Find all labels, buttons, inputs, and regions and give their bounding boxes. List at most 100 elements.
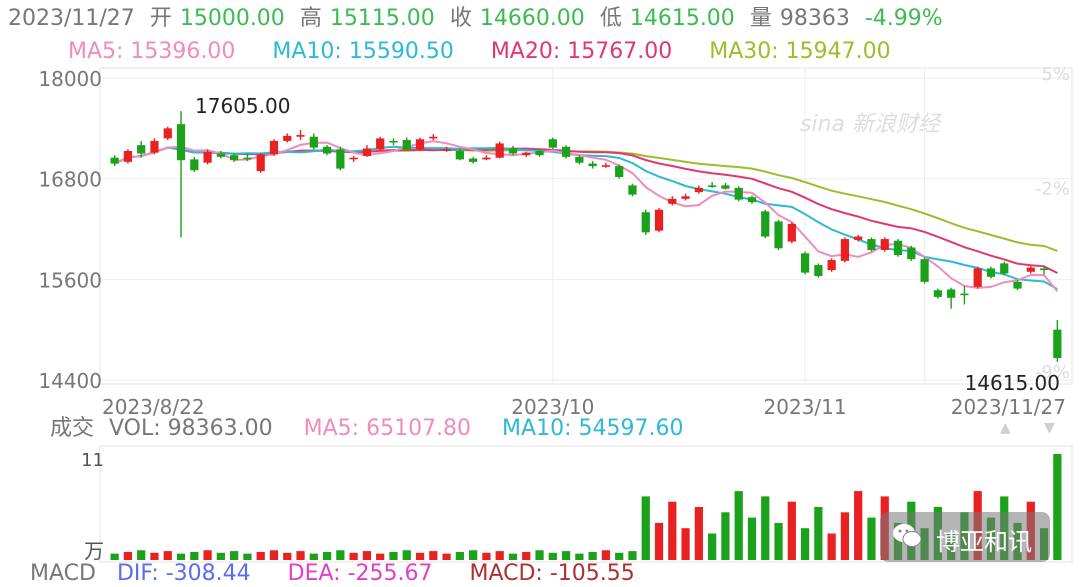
volume-bar <box>774 522 783 560</box>
change-percent: -4.99% <box>864 6 943 31</box>
candle-body <box>628 185 637 195</box>
candle-body <box>986 268 996 277</box>
candle-body <box>309 136 318 148</box>
volume-bar <box>535 550 544 560</box>
candle-body <box>123 150 133 162</box>
date-label: 2023/11/27 <box>8 6 135 31</box>
volume-bar <box>203 550 212 560</box>
volume-bar <box>429 551 438 560</box>
macd-section-label: MACD <box>30 561 96 586</box>
candle-body <box>787 223 796 242</box>
volume-bar <box>283 552 292 560</box>
pct-tick-label: 5% <box>1041 64 1070 85</box>
candle-body <box>216 153 225 157</box>
volume-bar <box>867 517 876 560</box>
scroll-down-icon[interactable]: ▼ <box>1044 420 1055 436</box>
volume-bar <box>336 550 345 560</box>
volume-bar <box>814 507 823 560</box>
candle-body <box>973 268 982 287</box>
volume-bar <box>455 551 464 560</box>
candle-body <box>920 259 929 282</box>
candle-body <box>349 157 358 160</box>
candle-body <box>880 239 889 250</box>
x-tick-label: 2023/8/22 <box>102 395 205 419</box>
volume-bar <box>176 553 186 560</box>
volume-bar <box>601 550 611 560</box>
candle-body <box>893 240 903 256</box>
wechat-badge-text: 博亚和讯 <box>936 528 1032 556</box>
volume-bar <box>150 552 159 560</box>
candle-body <box>522 152 531 156</box>
volume-bar <box>163 551 172 560</box>
candle-body <box>508 148 518 154</box>
candle-body <box>176 124 186 161</box>
volume-bar <box>376 553 385 560</box>
macd-header: MACD DIF: -308.44 DEA: -255.67 MACD: -10… <box>30 561 643 587</box>
volume-bar <box>734 491 743 560</box>
x-tick-label: 2023/11 <box>764 395 847 419</box>
y-tick-label: 15600 <box>38 268 102 292</box>
candle-body <box>190 159 199 171</box>
price-panel-frame <box>99 67 1073 385</box>
candle-body <box>469 158 478 162</box>
volume-bar <box>694 507 703 560</box>
candle-body <box>641 212 650 233</box>
candle-body <box>615 166 624 177</box>
ma-legend: MA5: 15396.00 MA10: 15590.50 MA20: 15767… <box>68 39 899 65</box>
volume-bar <box>256 551 265 560</box>
low-label: 低 <box>599 6 622 31</box>
sina-watermark: sina 新浪财经 <box>800 112 940 137</box>
candle-body <box>482 157 491 160</box>
candle-body <box>495 143 504 158</box>
candle-body <box>814 265 823 276</box>
volume-max-label: 11 <box>81 450 104 471</box>
volume-bar <box>668 501 677 560</box>
ma20-legend: MA20: 15767.00 <box>490 39 673 64</box>
candle-body <box>800 253 810 273</box>
candle-body <box>150 140 159 153</box>
x-tick-label: 2023/11/27 <box>951 395 1066 419</box>
volume-bar <box>628 551 637 560</box>
vol-ma5: MA5: 65107.80 <box>303 416 472 441</box>
volume-bar <box>747 517 757 560</box>
candle-body <box>681 196 690 199</box>
volume-bar <box>787 501 796 560</box>
volume-bar <box>296 551 305 560</box>
candle-body <box>827 260 836 271</box>
candle-body <box>402 140 411 150</box>
volume-bar <box>548 552 557 560</box>
volume-bar <box>362 551 372 560</box>
candle-body <box>203 151 212 163</box>
open-label: 开 <box>149 6 172 31</box>
volume-bar <box>402 550 411 560</box>
candle-body <box>933 290 942 297</box>
macd-dif: DIF: -308.44 <box>116 561 251 586</box>
volume-bar <box>322 551 332 560</box>
volume-bar <box>615 552 624 560</box>
open-value: 15000.00 <box>179 6 285 31</box>
volume-bar <box>269 550 279 560</box>
candle-body <box>1000 263 1009 274</box>
volume-unit-label: 万 <box>84 539 104 563</box>
scroll-up-icon[interactable]: ▲ <box>1000 420 1011 436</box>
candle-body <box>1026 267 1035 272</box>
volume-bar <box>800 528 810 560</box>
candle-body <box>256 154 265 172</box>
ma5-line <box>114 140 1059 293</box>
volume-bar <box>482 552 491 560</box>
volume-bar <box>575 553 584 560</box>
candle-body <box>243 157 252 160</box>
close-value: 14660.00 <box>479 6 585 31</box>
wechat-icon <box>893 524 922 547</box>
candle-body <box>1013 281 1022 289</box>
candle-body <box>668 198 677 204</box>
candle-body <box>362 148 372 157</box>
volume-bar <box>508 553 518 560</box>
ma10-line <box>114 145 1058 290</box>
volume-bar <box>415 552 425 560</box>
volume-bar <box>641 496 650 560</box>
volume-bar <box>708 533 717 560</box>
volume-bar <box>721 512 730 560</box>
low-value: 14615.00 <box>629 6 735 31</box>
high-annotation: 17605.00 <box>195 94 290 118</box>
